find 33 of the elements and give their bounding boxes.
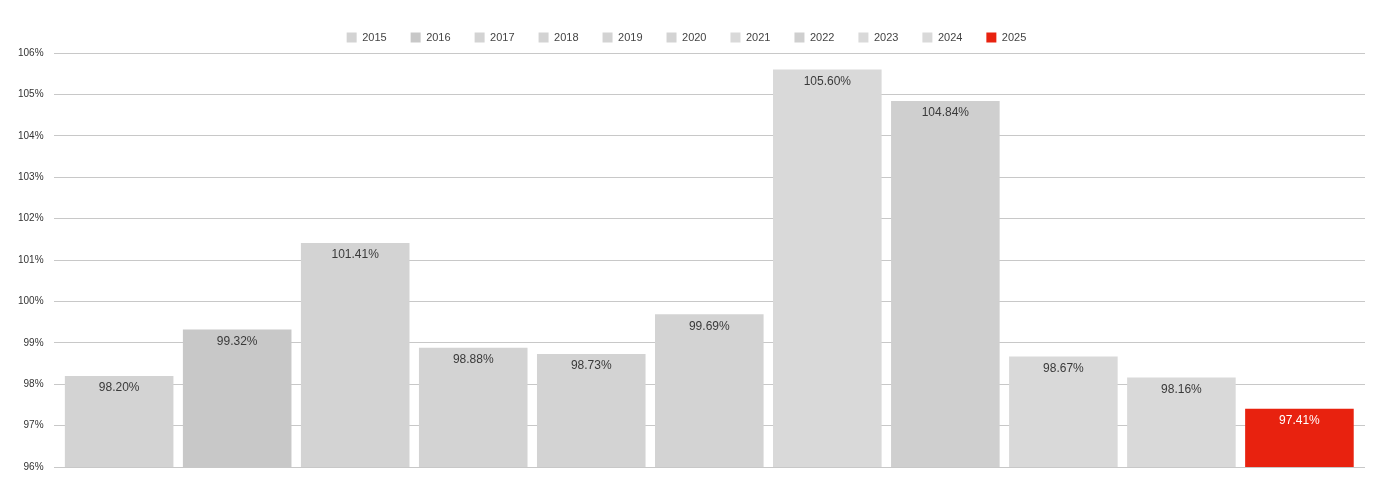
data-label: 98.20% [98,380,140,395]
y-tick-label: 98% [23,377,44,389]
y-tick-label: 101% [18,253,44,265]
legend-label: 2019 [618,30,643,43]
data-label: 98.67% [1043,360,1085,375]
y-tick-label: 96% [23,460,44,472]
data-label: 104.84% [921,105,970,120]
legend-label: 2016 [426,30,451,43]
legend-label: 2024 [937,30,963,43]
legend-label: 2015 [362,30,387,43]
data-label: 99.32% [216,333,258,348]
data-label: 98.88% [452,352,494,367]
y-tick-label: 103% [18,170,44,182]
legend-label: 2021 [745,30,771,43]
data-label: 98.16% [1161,381,1203,396]
y-tick-label: 97% [23,419,44,431]
y-tick-label: 99% [23,336,44,348]
legend-label: 2017 [490,30,515,43]
y-tick-label: 100% [18,295,44,307]
legend-label: 2020 [682,30,707,43]
data-label: 101.41% [331,247,380,262]
data-label: 97.41% [1279,412,1321,427]
data-label: 98.73% [570,358,612,373]
y-tick-label: 106% [18,46,44,58]
data-label: 99.69% [688,318,730,333]
legend-label: 2023 [873,30,899,43]
y-tick-label: 102% [18,212,44,224]
y-tick-label: 105% [18,88,44,100]
y-tick-label: 104% [18,129,44,141]
legend-label: 2018 [554,30,579,43]
data-label: 105.60% [803,73,852,88]
legend-label: 2025 [1001,30,1027,43]
legend-label: 2022 [809,30,835,43]
